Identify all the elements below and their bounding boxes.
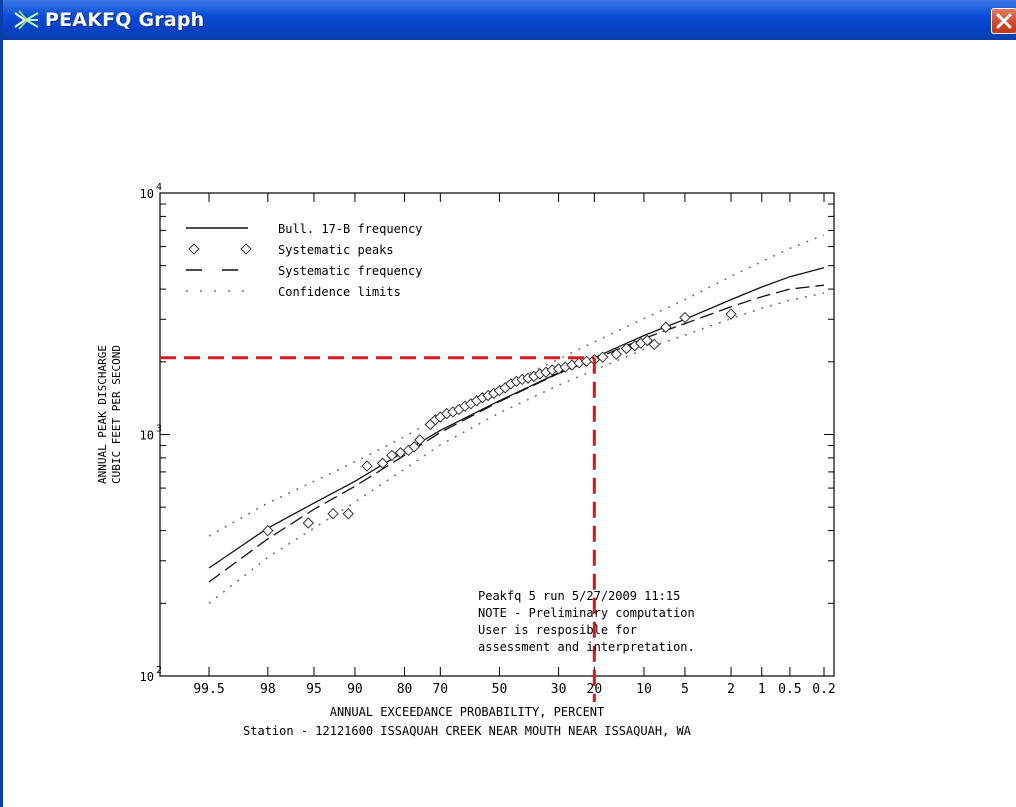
x-tick-label: 20 bbox=[587, 682, 603, 697]
systematic-peak-point bbox=[302, 517, 314, 529]
y-axis-label-line: CUBIC FEET PER SECOND bbox=[110, 345, 123, 484]
title-bar[interactable]: PEAKFQ Graph bbox=[3, 0, 1016, 40]
peakfq-app-icon bbox=[14, 10, 39, 30]
x-tick-label: 0.2 bbox=[812, 682, 835, 697]
x-tick-label: 5 bbox=[681, 682, 689, 697]
systematic-peak-point bbox=[648, 338, 660, 351]
annotation-line: assessment and interpretation. bbox=[478, 640, 695, 654]
x-axis-label: ANNUAL EXCEEDANCE PROBABILITY, PERCENT bbox=[330, 705, 605, 719]
x-tick-label: 90 bbox=[347, 682, 363, 697]
systematic-peak-point bbox=[725, 308, 737, 320]
y-tick-exponent: 2 bbox=[156, 665, 162, 676]
systematic-peak-point bbox=[596, 351, 609, 363]
systematic-peak-point bbox=[386, 449, 398, 462]
legend-label: Bull. 17-B frequency bbox=[278, 222, 423, 236]
systematic-peak-point bbox=[408, 441, 420, 453]
y-axis-label-line: ANNUAL PEAK DISCHARGE bbox=[96, 345, 109, 484]
systematic-peak-point bbox=[327, 507, 339, 520]
systematic-peak-point bbox=[376, 457, 389, 469]
y-tick-label: 10 bbox=[140, 670, 154, 684]
close-icon bbox=[996, 13, 1012, 29]
x-tick-label: 95 bbox=[306, 682, 322, 697]
x-tick-label: 2 bbox=[727, 682, 735, 697]
x-tick-label: 99.5 bbox=[193, 682, 224, 697]
legend-label: Confidence limits bbox=[278, 285, 401, 299]
station-caption: Station - 12121600 ISSAQUAH CREEK NEAR M… bbox=[243, 724, 692, 738]
systematic-peak-point bbox=[660, 321, 672, 333]
systematic-peak-point bbox=[679, 311, 691, 324]
x-tick-label: 70 bbox=[432, 682, 448, 697]
x-tick-label: 50 bbox=[492, 682, 508, 697]
legend-label: Systematic frequency bbox=[278, 264, 423, 278]
systematic-peak-point bbox=[620, 342, 633, 355]
systematic-peak-point bbox=[262, 524, 274, 537]
legend-diamond-marker bbox=[188, 243, 200, 255]
legend-label: Systematic peaks bbox=[278, 243, 394, 257]
x-tick-label: 98 bbox=[260, 682, 276, 697]
x-tick-label: 10 bbox=[636, 682, 652, 697]
legend-diamond-marker bbox=[240, 243, 252, 255]
x-tick-label: 0.5 bbox=[778, 682, 801, 697]
annotation-line: Peakfq 5 run 5/27/2009 11:15 bbox=[478, 589, 680, 603]
systematic-peak-point bbox=[641, 334, 653, 347]
y-tick-exponent: 4 bbox=[156, 182, 162, 193]
x-tick-label: 1 bbox=[758, 682, 766, 697]
annotation-line: NOTE - Preliminary computation bbox=[478, 606, 695, 620]
window-title: PEAKFQ Graph bbox=[45, 9, 205, 31]
x-tick-label: 30 bbox=[551, 682, 567, 697]
y-tick-label: 10 bbox=[140, 429, 154, 443]
systematic-peak-point bbox=[610, 348, 623, 360]
confidence-limit-line bbox=[208, 292, 825, 604]
annotation-line: User is resposible for bbox=[478, 623, 637, 637]
systematic-frequency-line bbox=[208, 284, 825, 583]
y-tick-exponent: 3 bbox=[156, 424, 162, 435]
x-tick-label: 80 bbox=[397, 682, 413, 697]
systematic-peak-point bbox=[342, 507, 354, 520]
plot-frame bbox=[159, 192, 835, 677]
systematic-peak-point bbox=[361, 460, 373, 472]
close-button[interactable] bbox=[991, 8, 1016, 34]
y-tick-label: 10 bbox=[140, 187, 154, 201]
graph-area: 10 4 10 3 10 2 99.5 98 95 90 80 70 50 30 20 10 5 2 1 0.5 0.2… bbox=[6, 40, 1016, 807]
systematic-peak-point bbox=[414, 434, 426, 446]
